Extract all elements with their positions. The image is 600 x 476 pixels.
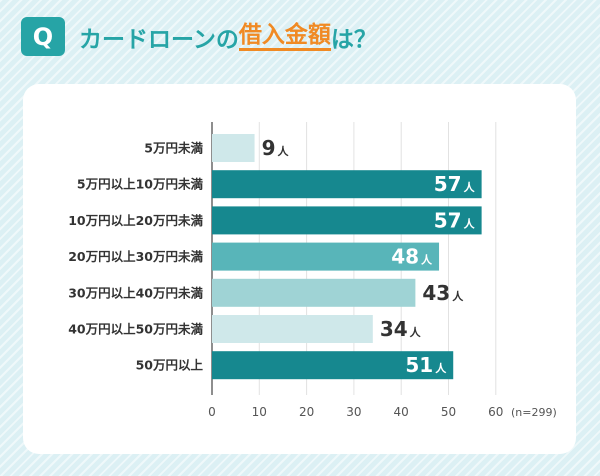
category-label: 5万円以上10万円未満 xyxy=(77,177,204,192)
category-label: 10万円以上20万円未満 xyxy=(68,213,203,228)
x-tick-label: 10 xyxy=(252,405,267,419)
bar xyxy=(212,242,440,271)
x-tick-label: 50 xyxy=(441,405,456,419)
question-badge: Q xyxy=(21,17,65,56)
x-tick-label: 30 xyxy=(346,405,361,419)
x-tick-label: 20 xyxy=(299,405,314,419)
value-label: 43 人 xyxy=(422,281,464,305)
bar xyxy=(212,170,482,199)
x-tick-label: 0 xyxy=(208,405,216,419)
category-label: 40万円以上50万円未満 xyxy=(68,322,203,337)
title-suffix: は？ xyxy=(330,27,377,53)
bar xyxy=(212,278,416,307)
bar xyxy=(212,134,255,162)
value-label: 57 人 xyxy=(434,172,476,196)
value-label: 57 人 xyxy=(434,208,476,232)
category-label: 50万円以上 xyxy=(136,358,204,373)
page-title: カードローンの 借入金額 は？ xyxy=(79,20,377,54)
value-label: 51 人 xyxy=(405,353,447,377)
x-tick-label: 40 xyxy=(394,405,409,419)
bar xyxy=(212,206,482,235)
value-label: 34 人 xyxy=(380,317,422,341)
bar xyxy=(212,351,454,380)
title-highlight: 借入金額 xyxy=(238,22,331,52)
x-tick-label: 60 xyxy=(488,405,503,419)
category-label: 20万円以上30万円未満 xyxy=(68,249,203,264)
bar xyxy=(212,315,373,343)
value-label: 48 人 xyxy=(391,245,433,269)
category-label: 5万円未満 xyxy=(144,141,203,156)
sample-size-note: (n=299) xyxy=(511,406,557,419)
category-label: 30万円以上40万円未満 xyxy=(68,285,203,300)
title-prefix: カードローンの xyxy=(79,27,239,53)
